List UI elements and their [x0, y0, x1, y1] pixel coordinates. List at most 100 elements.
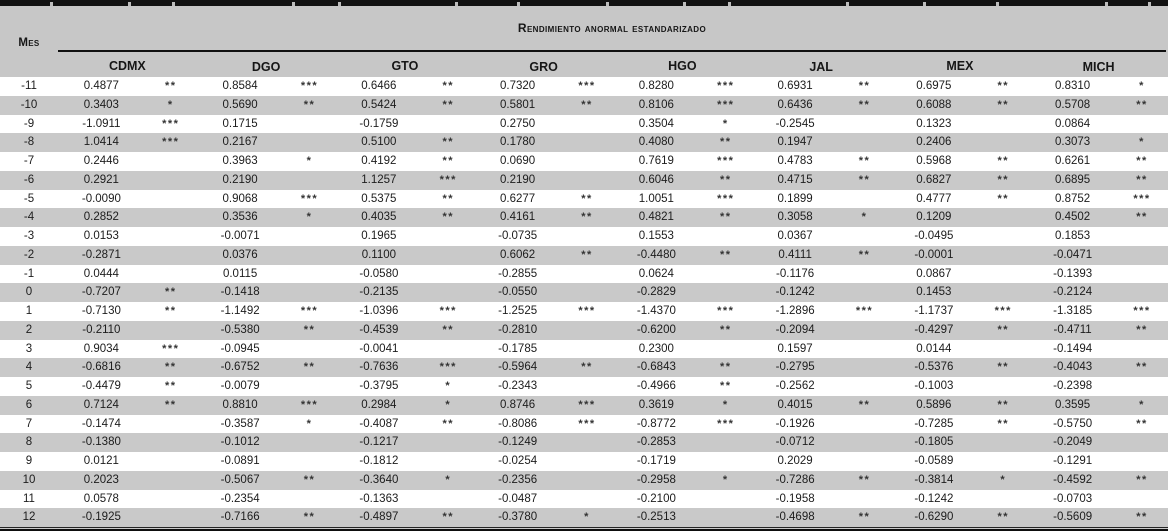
significance-stars	[700, 227, 752, 246]
significance-stars	[977, 490, 1029, 509]
column-notch	[683, 2, 686, 6]
value-cell: -0.2094	[775, 323, 815, 336]
value-cell: 0.5100	[361, 136, 397, 149]
significance-stars	[145, 171, 197, 190]
value-cell: -0.7285	[914, 417, 954, 430]
value-cell: 0.2406	[916, 136, 952, 149]
value-cell: -1.4370	[636, 305, 676, 317]
significance-stars: **	[164, 305, 177, 317]
value-cell: -0.1805	[914, 436, 954, 449]
table-row: 5 -0.4479 ** -0.0079 -0.3795 * -0.2343 -0.4966 *…	[0, 377, 1168, 396]
value-cell: -1.1737	[914, 305, 954, 317]
value-cell: -0.2871	[81, 248, 121, 261]
significance-stars: **	[719, 323, 732, 336]
value-cell: -0.2810	[498, 323, 538, 336]
significance-stars: **	[997, 398, 1010, 411]
mes-cell: -1	[23, 267, 35, 280]
value-cell: -0.0712	[775, 436, 815, 449]
value-cell: -0.2354	[220, 492, 260, 505]
significance-stars	[422, 433, 474, 452]
column-notch	[606, 2, 609, 6]
value-cell: 0.6827	[916, 173, 952, 186]
value-cell: 0.9034	[83, 342, 119, 355]
significance-stars	[839, 377, 891, 396]
significance-stars: **	[997, 511, 1010, 524]
significance-stars	[561, 283, 613, 302]
significance-stars	[977, 133, 1029, 152]
significance-stars	[145, 415, 197, 434]
table-row: -3 0.0153 -0.0071 0.1965 -0.0735 0.1553 0.0367…	[0, 227, 1168, 246]
value-cell: 0.2750	[500, 117, 536, 130]
significance-stars: ***	[717, 98, 735, 111]
value-cell: -0.5750	[1053, 417, 1093, 430]
significance-stars: **	[164, 286, 177, 299]
significance-stars	[284, 133, 336, 152]
table-row: -5 -0.0090 0.9068 *** 0.5375 ** 0.6277 ** 1.0051…	[0, 189, 1168, 209]
table-row: 6 0.7124 ** 0.8810 *** 0.2984 * 0.8746 *** 0.3619…	[0, 395, 1168, 415]
significance-stars: **	[581, 248, 593, 261]
value-cell: 0.6466	[361, 80, 397, 92]
value-cell: 0.4015	[777, 398, 813, 411]
value-cell: -0.1363	[359, 492, 399, 505]
significance-stars	[284, 246, 336, 265]
value-cell: -0.0254	[498, 455, 538, 467]
value-cell: -0.3640	[359, 473, 399, 486]
value-cell: -0.2513	[636, 511, 676, 524]
table-row: 10 0.2023 -0.5067 ** -0.3640 * -0.2356 -0.2958 *…	[0, 470, 1168, 490]
value-cell: 0.3595	[1055, 398, 1091, 411]
significance-stars: **	[719, 136, 732, 149]
mes-cell: -6	[23, 173, 35, 186]
significance-stars	[839, 340, 891, 359]
table-header: Mes Rendimiento anormal estandarizado CD…	[0, 6, 1168, 79]
value-cell: 0.4502	[1055, 211, 1091, 224]
significance-stars: *	[722, 398, 729, 411]
value-cell: 0.6436	[777, 98, 813, 111]
value-cell: -0.3780	[498, 511, 538, 524]
value-cell: 0.0153	[83, 230, 119, 242]
significance-stars: **	[164, 398, 177, 411]
value-cell: -0.4592	[1053, 473, 1093, 486]
significance-stars: **	[1136, 323, 1148, 336]
significance-stars: *	[306, 417, 313, 430]
mes-cell: 1	[25, 305, 33, 317]
table-title-row: Rendimiento anormal estandarizado	[58, 6, 1166, 52]
significance-stars	[977, 340, 1029, 359]
significance-stars: *	[445, 380, 452, 392]
significance-stars: **	[997, 173, 1010, 186]
significance-stars	[839, 358, 891, 377]
value-cell: -0.7636	[359, 361, 399, 374]
significance-stars	[145, 208, 197, 227]
value-cell: -0.4711	[1053, 323, 1092, 336]
value-cell: -0.6752	[220, 361, 260, 374]
column-notch	[128, 2, 131, 6]
value-cell: -0.0001	[914, 248, 954, 261]
significance-stars: **	[858, 473, 871, 486]
value-cell: -0.1474	[81, 417, 121, 430]
significance-stars: **	[303, 323, 316, 336]
value-cell: -0.1291	[1053, 455, 1093, 467]
value-cell: 0.5896	[916, 398, 952, 411]
significance-stars: *	[1139, 80, 1145, 92]
value-cell: 0.1100	[361, 248, 397, 261]
value-cell: 0.7619	[638, 155, 674, 167]
significance-stars	[284, 115, 336, 134]
table-row: 12 -0.1925 -0.7166 ** -0.4897 ** -0.3780 * -0.25…	[0, 508, 1168, 527]
significance-stars	[1116, 433, 1168, 452]
significance-stars	[839, 115, 891, 134]
table-row: 11 0.0578 -0.2354 -0.1363 -0.0487 -0.2100 -0.1…	[0, 489, 1168, 509]
value-cell: 0.2190	[500, 173, 536, 186]
table-row: -9 -1.0911 *** 0.1715 -0.1759 0.2750 0.3504 * -0…	[0, 114, 1168, 134]
significance-stars: ***	[300, 398, 319, 411]
significance-stars: **	[303, 361, 316, 374]
state-header-mex: MEX	[890, 54, 1030, 79]
significance-stars: ***	[162, 136, 180, 149]
value-cell: -0.1217	[359, 436, 399, 449]
value-cell: 0.3504	[638, 117, 674, 130]
significance-stars: **	[303, 98, 316, 111]
significance-stars	[561, 490, 613, 509]
table-row: 7 -0.1474 -0.3587 * -0.4087 ** -0.8086 *** -0.87…	[0, 414, 1168, 434]
column-notch	[1105, 2, 1108, 6]
significance-stars	[561, 265, 613, 284]
column-notch	[1148, 2, 1151, 6]
